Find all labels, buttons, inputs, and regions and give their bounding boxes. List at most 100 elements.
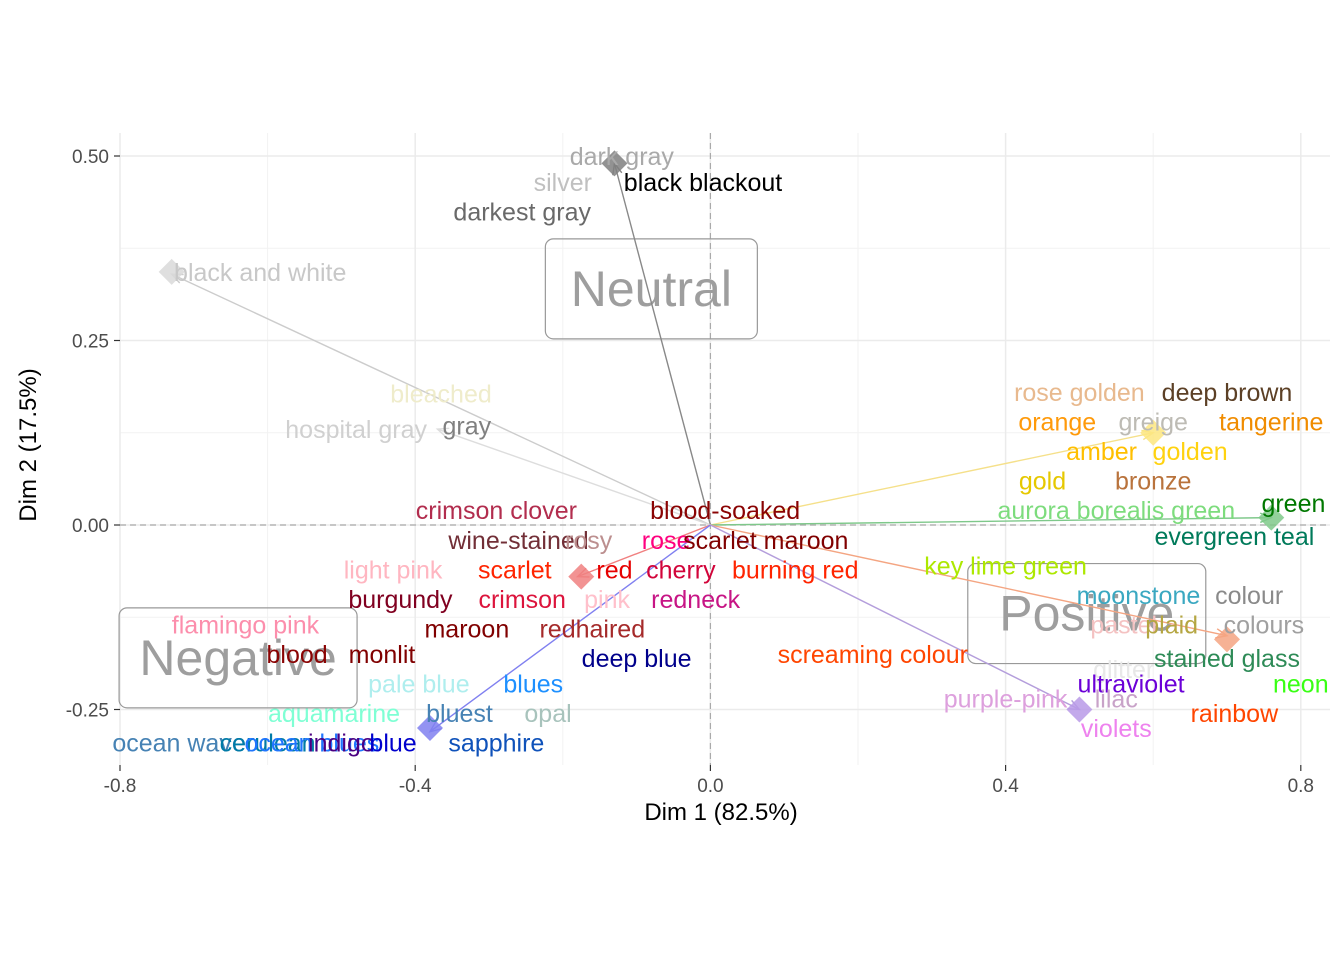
point-label: maroon: [424, 615, 509, 643]
point-label: greige: [1118, 409, 1188, 437]
centroid-marker: [1140, 419, 1167, 446]
x-tick-label: 0.4: [992, 776, 1019, 797]
centroid-marker: [601, 150, 628, 177]
point-label: blood: [267, 641, 328, 669]
region-label: Neutral: [571, 261, 732, 317]
point-label: burgundy: [348, 586, 453, 614]
point-label: cerulean: [220, 730, 316, 758]
point-label: scarlet maroon: [683, 527, 848, 555]
y-axis-title: Dim 2 (17.5%): [15, 368, 42, 521]
arrow-head: [435, 427, 450, 438]
point-label: opal: [524, 700, 571, 728]
region-positive: Positive: [967, 562, 1207, 665]
arrow-line: [710, 524, 1080, 711]
y-tick-label: 0.25: [72, 332, 109, 353]
arrow-line: [710, 524, 1228, 637]
point-label: redneck: [651, 586, 740, 614]
point-label: bleached: [390, 381, 491, 409]
point-label: dark gray: [570, 143, 675, 171]
point-label: colours: [1224, 612, 1305, 640]
point-label: blood-soaked: [650, 497, 800, 525]
point-label: aurora borealis green: [997, 497, 1235, 525]
point-label: redhaired: [539, 615, 645, 643]
point-label: amber: [1066, 438, 1137, 466]
centroid-marker: [1258, 504, 1285, 531]
point-label: hospital gray: [285, 416, 427, 444]
point-label: scarlet: [478, 556, 552, 584]
region-label: Negative: [139, 630, 336, 686]
x-tick-label: -0.4: [399, 776, 432, 797]
point-label: red: [596, 556, 632, 584]
region-neutral: Neutral: [544, 238, 758, 340]
region-box: [544, 238, 758, 340]
point-label: colour: [1215, 582, 1283, 610]
centroid-marker: [1214, 626, 1240, 653]
point-label: bronze: [1115, 468, 1191, 496]
region-box: [967, 562, 1207, 665]
point-label: stained glass: [1154, 645, 1300, 673]
arrow-line: [613, 163, 712, 526]
point-label: golden: [1153, 438, 1228, 466]
point-label: blues: [503, 671, 563, 699]
y-tick-label: 0.00: [72, 516, 109, 537]
point-label: crimson: [478, 586, 566, 614]
y-tick-label: -0.25: [66, 701, 109, 722]
arrow-line: [710, 432, 1154, 526]
point-label: rosy: [565, 527, 613, 555]
x-tick-label: -0.8: [104, 776, 137, 797]
point-label: orange: [1018, 409, 1096, 437]
region-box: [118, 607, 358, 709]
point-label: lilac: [1095, 685, 1138, 713]
region-label: Positive: [999, 586, 1174, 642]
point-label: glitter: [1093, 656, 1154, 684]
centroids: [158, 150, 1285, 741]
point-label: pastel: [1090, 612, 1157, 640]
point-label: flamingo pink: [172, 612, 320, 640]
point-label: indigo: [308, 730, 375, 758]
point-label: tangerine: [1219, 409, 1323, 437]
point-label: deep blue: [582, 645, 692, 673]
point-label: rose: [642, 527, 691, 555]
point-label: neon: [1273, 671, 1329, 699]
point-label: black and white: [174, 259, 346, 287]
point-label: evergreen teal: [1154, 523, 1314, 551]
point-label: darkest gray: [453, 198, 591, 226]
point-label: green: [1261, 490, 1325, 518]
arrow-line: [171, 273, 711, 526]
region-boxes: Neutral Positive Negative: [118, 238, 1207, 709]
point-label: moonstone: [1077, 582, 1201, 610]
point-label: blue: [369, 730, 416, 758]
x-axis-ticks: -0.8 -0.4 0.0 0.4 0.8: [104, 765, 1314, 797]
centroid-marker: [1066, 696, 1093, 723]
point-label: key lime green: [924, 553, 1087, 581]
point-label: ocean blues: [244, 730, 379, 758]
y-tick-label: 0.50: [72, 147, 109, 168]
y-axis-ticks: 0.50 0.25 0.00 -0.25: [66, 147, 120, 722]
arrows: [170, 161, 1274, 733]
point-label: violets: [1081, 715, 1152, 743]
point-label: wine-stained: [447, 527, 588, 555]
point-label: gray: [443, 412, 492, 440]
arrow-line: [577, 524, 711, 578]
arrow-line: [437, 428, 711, 526]
point-label: rainbow: [1191, 700, 1279, 728]
centroid-marker: [158, 258, 185, 285]
point-label: silver: [534, 169, 592, 197]
point-label: rose golden: [1014, 379, 1145, 407]
x-tick-label: 0.0: [697, 776, 723, 797]
point-label: deep brown: [1162, 379, 1293, 407]
point-label: gold: [1019, 468, 1066, 496]
region-negative: Negative: [118, 607, 358, 709]
x-axis-title: Dim 1 (82.5%): [644, 799, 797, 826]
centroid-marker: [416, 714, 443, 741]
point-label: ocean wave: [112, 730, 245, 758]
point-label: pink: [584, 586, 630, 614]
point-label: bluest: [426, 700, 493, 728]
point-label: light pink: [344, 556, 443, 584]
point-label: monlit: [349, 641, 416, 669]
point-label: screaming colour: [778, 641, 968, 669]
point-label: crimson clover: [416, 497, 577, 525]
point-label: pale blue: [368, 671, 469, 699]
